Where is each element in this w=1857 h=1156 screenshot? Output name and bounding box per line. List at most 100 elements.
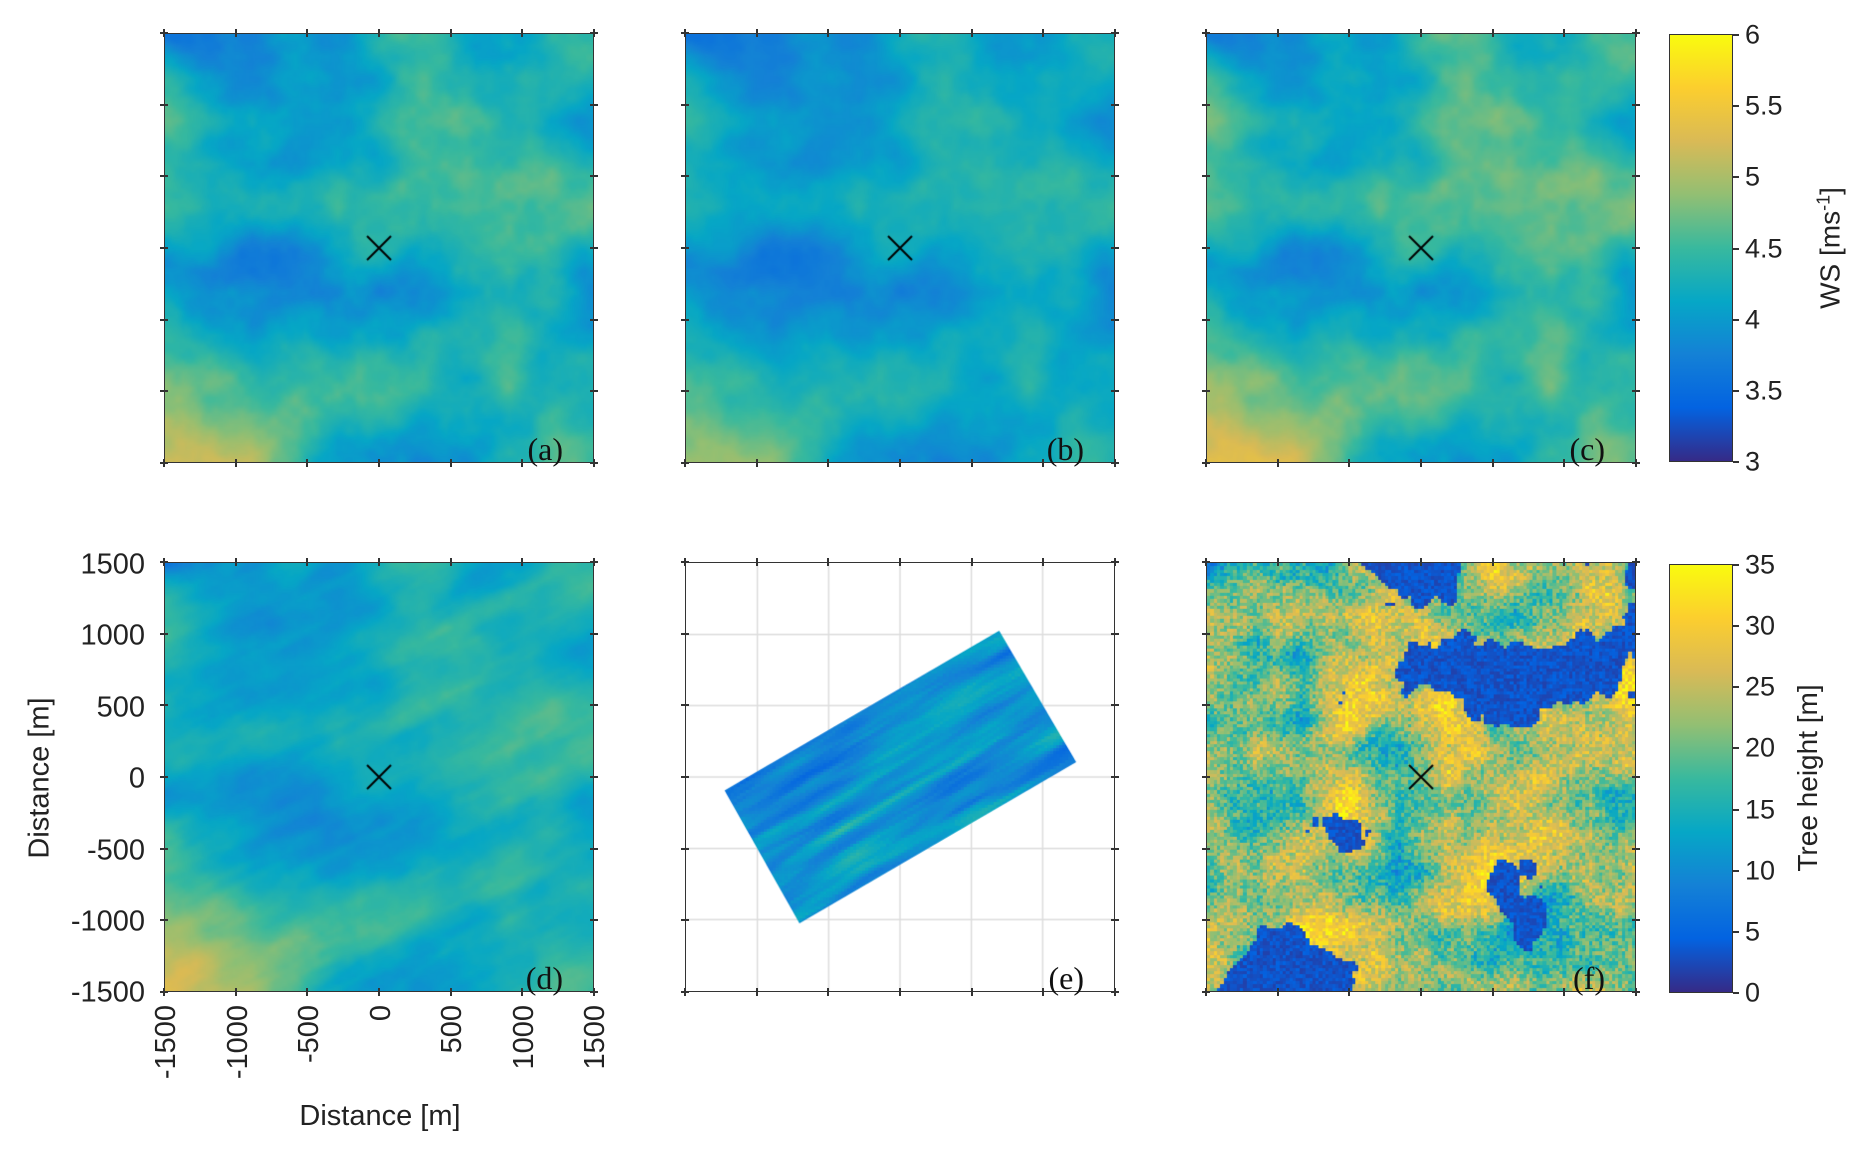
tick-mark (971, 459, 973, 467)
tick-mark (1277, 29, 1279, 37)
colorbar-label-tree-height: Tree height [m] (1792, 684, 1824, 871)
tick-mark (1733, 992, 1739, 994)
panel-label-a: (a) (527, 431, 563, 468)
colorbar-tick-label: 35 (1745, 550, 1775, 581)
tick-mark (1202, 104, 1210, 106)
tick-mark (1563, 988, 1565, 996)
tick-mark (1277, 459, 1279, 467)
tick-mark (306, 558, 308, 566)
tick-mark (1733, 248, 1739, 250)
y-tick-label: -1000 (71, 906, 145, 939)
tick-mark (521, 459, 523, 467)
tick-mark (160, 991, 168, 993)
tick-mark (235, 29, 237, 37)
tick-mark (1111, 991, 1119, 993)
tick-mark (1563, 459, 1565, 467)
tick-mark (899, 988, 901, 996)
y-tick-label: 1000 (80, 620, 145, 653)
tick-mark (1348, 459, 1350, 467)
tick-mark (160, 704, 168, 706)
y-tick-label: 1500 (80, 549, 145, 582)
tick-mark (1492, 29, 1494, 37)
x-tick-label: -500 (293, 1005, 326, 1063)
tick-mark (971, 29, 973, 37)
tick-mark (1632, 462, 1640, 464)
tick-mark (590, 704, 598, 706)
tick-mark (827, 558, 829, 566)
tick-mark (593, 558, 595, 566)
tick-mark (756, 988, 758, 996)
tick-mark (1111, 247, 1119, 249)
tick-mark (899, 459, 901, 467)
tick-mark (521, 29, 523, 37)
colorbar-tick-label: 30 (1745, 611, 1775, 642)
tick-mark (899, 558, 901, 566)
tick-mark (1202, 776, 1210, 778)
tick-mark (899, 29, 901, 37)
tick-mark (160, 776, 168, 778)
tick-mark (1111, 848, 1119, 850)
tick-mark (450, 558, 452, 566)
tick-mark (1563, 29, 1565, 37)
tick-mark (1632, 390, 1640, 392)
tick-mark (1277, 988, 1279, 996)
tick-mark (1202, 991, 1210, 993)
tick-mark (590, 776, 598, 778)
tick-mark (1733, 870, 1739, 872)
tick-mark (1202, 633, 1210, 635)
x-tick-label: -1500 (150, 1005, 183, 1079)
tick-mark (1202, 175, 1210, 177)
tick-mark (1733, 564, 1739, 566)
tick-mark (681, 175, 689, 177)
tick-mark (1202, 319, 1210, 321)
tick-mark (306, 988, 308, 996)
tick-mark (590, 991, 598, 993)
tick-mark (1492, 988, 1494, 996)
tick-mark (590, 175, 598, 177)
tick-mark (1733, 105, 1739, 107)
tick-mark (160, 175, 168, 177)
tick-mark (1111, 776, 1119, 778)
colorbar-tree-height (1669, 564, 1733, 993)
tick-mark (1420, 558, 1422, 566)
tick-mark (450, 459, 452, 467)
tick-mark (827, 988, 829, 996)
x-tick-label: 0 (365, 1005, 398, 1021)
panel-label-c: (c) (1569, 431, 1605, 468)
tick-mark (756, 558, 758, 566)
tick-mark (160, 32, 168, 34)
colorbar-tick-label: 10 (1745, 855, 1775, 886)
tick-mark (1733, 747, 1739, 749)
tick-mark (450, 29, 452, 37)
tick-mark (1635, 558, 1637, 566)
tick-mark (1492, 459, 1494, 467)
tick-mark (1733, 809, 1739, 811)
tick-mark (1632, 704, 1640, 706)
tick-mark (756, 29, 758, 37)
tick-mark (1202, 32, 1210, 34)
colorbar-tick-label: 15 (1745, 794, 1775, 825)
tick-mark (1111, 390, 1119, 392)
tick-mark (1733, 625, 1739, 627)
tick-mark (160, 633, 168, 635)
tick-mark (521, 988, 523, 996)
tick-mark (1635, 29, 1637, 37)
tick-mark (1111, 919, 1119, 921)
tick-mark (827, 29, 829, 37)
heatmap-a (165, 34, 593, 462)
tick-mark (1111, 319, 1119, 321)
tick-mark (681, 104, 689, 106)
tick-mark (521, 558, 523, 566)
tick-mark (681, 319, 689, 321)
panel-label-f: (f) (1573, 960, 1605, 997)
tick-mark (1202, 704, 1210, 706)
panel-label-d: (d) (526, 960, 563, 997)
tick-mark (378, 29, 380, 37)
tick-mark (1733, 319, 1739, 321)
tick-mark (971, 988, 973, 996)
tick-mark (1632, 247, 1640, 249)
x-tick-label: 1000 (508, 1005, 541, 1070)
tick-mark (1733, 931, 1739, 933)
tick-mark (1492, 558, 1494, 566)
panel-c-wind-speed-map: (c) (1206, 33, 1636, 463)
